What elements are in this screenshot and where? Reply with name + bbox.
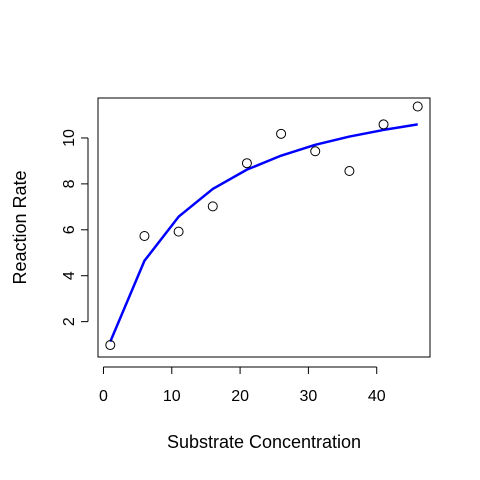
data-point: [412, 101, 423, 112]
data-point: [241, 158, 252, 169]
data-point: [173, 226, 184, 237]
chart-axes: 0 10 20 30 40 2 4 6 8 10: [61, 129, 385, 405]
y-axis-title: Reaction Rate: [10, 170, 30, 284]
data-point: [276, 128, 287, 139]
x-axis-title: Substrate Concentration: [167, 432, 361, 452]
data-point: [139, 230, 150, 241]
plot-frame: [97, 97, 431, 358]
y-tick-label: 2: [61, 317, 78, 326]
x-tick-label: 10: [163, 388, 181, 405]
data-point: [310, 146, 321, 157]
x-tick-label: 40: [368, 388, 386, 405]
y-tick-label: 10: [61, 129, 78, 147]
data-point: [105, 340, 116, 351]
y-tick-label: 8: [61, 179, 78, 188]
y-tick-label: 4: [61, 271, 78, 280]
x-tick-label: 30: [300, 388, 318, 405]
y-tick-label: 6: [61, 225, 78, 234]
data-point: [207, 201, 218, 212]
fitted-curve-line: [109, 123, 418, 343]
chart-marks: [105, 101, 423, 351]
x-tick-label: 0: [99, 388, 108, 405]
data-point: [378, 119, 389, 130]
data-point: [344, 166, 355, 177]
x-tick-label: 20: [231, 388, 249, 405]
